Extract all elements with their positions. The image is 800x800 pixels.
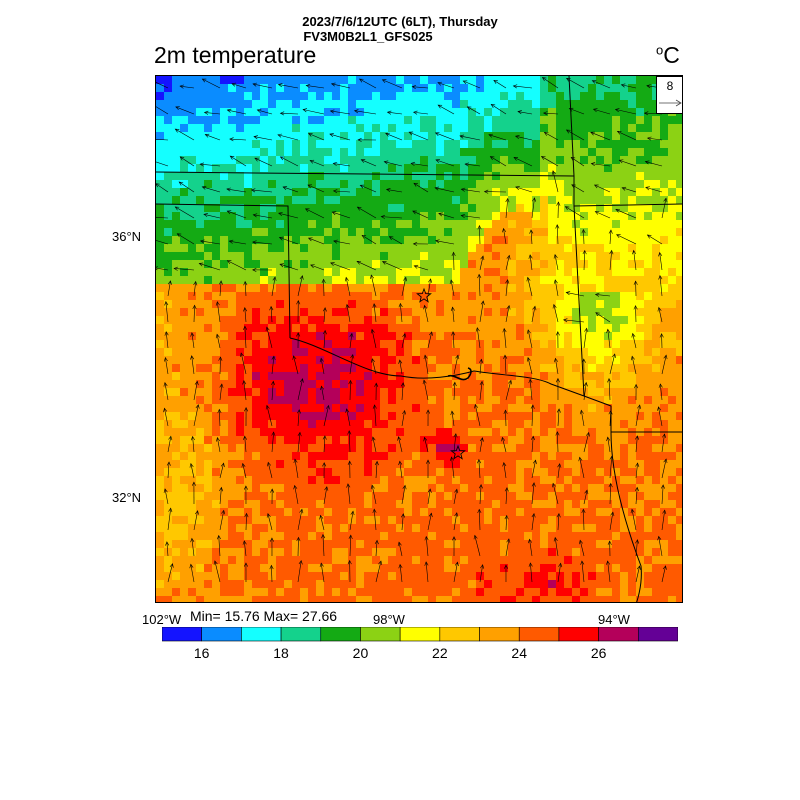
state-borders <box>156 76 682 602</box>
colorbar-swatch <box>201 627 242 642</box>
colorbar-tick-label: 20 <box>352 645 369 661</box>
colorbar-swatch <box>162 627 202 642</box>
map-title: 2m temperature <box>154 42 317 68</box>
colorbar-tick-label: 16 <box>193 645 210 661</box>
arrow-icon <box>659 99 682 107</box>
temperature-map: 8 <box>155 75 683 603</box>
colorbar-swatch <box>558 627 599 642</box>
colorbar-tick-label: 22 <box>432 645 448 661</box>
colorbar <box>162 627 678 642</box>
lat-label-36: 36°N <box>112 229 142 244</box>
temperature-field <box>156 76 682 602</box>
header-line-2: FV3M0B2L1_GFS025 <box>303 29 433 44</box>
colorbar-swatch <box>399 627 441 642</box>
colorbar-swatch <box>360 627 401 642</box>
min-max-stats: Min= 15.76 Max= 27.66 <box>190 608 338 624</box>
reference-vector-value: 8 <box>666 79 674 93</box>
map-canvas <box>156 76 682 602</box>
colorbar-swatch <box>241 627 282 642</box>
colorbar-swatch <box>598 627 639 642</box>
colorbar-swatch <box>638 627 678 642</box>
lat-label-32: 32°N <box>112 490 142 505</box>
colorbar-tick-label: 18 <box>273 645 289 661</box>
colorbar-swatch <box>439 627 480 642</box>
reference-vector-box: 8 <box>656 76 682 114</box>
colorbar-swatch <box>518 627 560 642</box>
star-icon <box>416 287 432 303</box>
colorbar-tick-label: 26 <box>590 645 607 661</box>
unit-label: oC <box>656 42 680 68</box>
colorbar-tick-label: 24 <box>511 645 527 661</box>
lon-label-94w: 94°W <box>598 612 630 627</box>
star-icon <box>450 444 466 460</box>
header-line-1: 2023/7/6/12UTC (6LT), Thursday <box>302 14 498 29</box>
lake-outline <box>447 367 472 381</box>
wind-vectors <box>156 77 668 583</box>
colorbar-swatch <box>280 627 322 642</box>
colorbar-swatch <box>479 627 520 642</box>
lon-label-102w: 102°W <box>142 612 182 627</box>
lon-label-98w: 98°W <box>373 612 405 627</box>
colorbar-swatch <box>320 627 361 642</box>
